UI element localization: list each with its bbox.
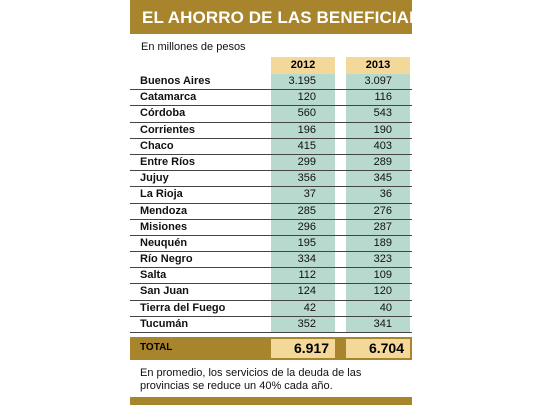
value-2012: 334 — [297, 253, 316, 266]
total-2012: 6.917 — [271, 339, 335, 358]
table-row: Chaco 415 403 — [130, 139, 412, 155]
column-background-2013 — [346, 74, 410, 333]
table-row: Catamarca 120 116 — [130, 90, 412, 107]
value-2013: 289 — [373, 155, 392, 168]
subtitle: En millones de pesos — [141, 41, 246, 53]
value-2013: 345 — [373, 172, 392, 185]
table-row: Salta 112 109 — [130, 268, 412, 285]
table-row: San Juan 124 120 — [130, 284, 412, 301]
value-2012: 415 — [297, 139, 316, 152]
table-row: Corrientes 196 190 — [130, 123, 412, 139]
province-name: Neuquén — [140, 236, 188, 249]
table-row: La Rioja 37 36 — [130, 187, 412, 204]
value-2012: 299 — [297, 155, 316, 168]
total-bar: TOTAL 6.917 6.704 — [130, 337, 412, 360]
province-name: Entre Ríos — [140, 155, 196, 168]
total-label: TOTAL — [140, 342, 173, 353]
table-row: Misiones 296 287 — [130, 220, 412, 236]
province-name: La Rioja — [140, 188, 183, 201]
province-name: Misiones — [140, 220, 188, 233]
value-2013: 40 — [379, 301, 392, 314]
title-banner: EL AHORRO DE LAS BENEFICIADAS — [130, 0, 445, 34]
province-name: Córdoba — [140, 107, 186, 120]
table-row: Buenos Aires 3.195 3.097 — [130, 74, 412, 91]
province-name: Catamarca — [140, 91, 197, 104]
value-2012: 120 — [297, 91, 316, 104]
column-header-2013: 2013 — [346, 57, 410, 74]
province-name: Tierra del Fuego — [140, 301, 226, 314]
value-2013: 109 — [373, 269, 392, 282]
table-row: Jujuy 356 345 — [130, 171, 412, 188]
data-table: Buenos Aires 3.195 3.097 Catamarca 120 116 Cór… — [130, 74, 412, 333]
table-row: Entre Ríos 299 289 — [130, 155, 412, 172]
value-2013: 323 — [373, 253, 392, 266]
province-name: San Juan — [140, 285, 189, 298]
table-row: Neuquén 195 189 — [130, 236, 412, 253]
province-name: Tucumán — [140, 317, 189, 330]
value-2013: 120 — [373, 285, 392, 298]
value-2012: 196 — [297, 123, 316, 136]
column-background-2012 — [271, 74, 335, 333]
value-2013: 276 — [373, 204, 392, 217]
table-row: Tucumán 352 341 — [130, 317, 412, 333]
table-row: Tierra del Fuego 42 40 — [130, 301, 412, 317]
value-2012: 285 — [297, 204, 316, 217]
value-2012: 352 — [297, 317, 316, 330]
province-name: Chaco — [140, 139, 174, 152]
province-name: Salta — [140, 269, 167, 282]
value-2012: 42 — [303, 301, 316, 314]
footnote: En promedio, los servicios de la deuda d… — [140, 367, 362, 392]
value-2013: 287 — [373, 220, 392, 233]
value-2012: 356 — [297, 172, 316, 185]
table-row: Mendoza 285 276 — [130, 204, 412, 220]
infographic-card: EL AHORRO DE LAS BENEFICIADAS En millone… — [130, 0, 445, 405]
value-2013: 189 — [373, 236, 392, 249]
value-2013: 36 — [379, 188, 392, 201]
value-2013: 190 — [373, 123, 392, 136]
value-2012: 112 — [298, 269, 316, 282]
value-2012: 3.195 — [288, 75, 316, 87]
value-2013: 403 — [373, 139, 392, 152]
table-row: Río Negro 334 323 — [130, 252, 412, 269]
province-name: Corrientes — [140, 123, 196, 136]
page-title: EL AHORRO DE LAS BENEFICIADAS — [142, 8, 446, 27]
total-2013: 6.704 — [346, 339, 410, 358]
province-name: Mendoza — [140, 204, 188, 217]
value-2013: 543 — [373, 107, 392, 120]
value-2012: 560 — [297, 107, 316, 120]
value-2012: 195 — [297, 236, 316, 249]
value-2012: 124 — [297, 285, 316, 298]
column-header-2012: 2012 — [271, 57, 335, 74]
province-name: Jujuy — [140, 172, 169, 185]
value-2012: 296 — [297, 220, 316, 233]
bottom-bar — [130, 397, 412, 405]
province-name: Buenos Aires — [140, 75, 211, 87]
value-2013: 3.097 — [364, 75, 392, 87]
province-name: Río Negro — [140, 253, 193, 266]
value-2012: 37 — [303, 188, 316, 201]
value-2013: 341 — [373, 317, 392, 330]
table-row: Córdoba 560 543 — [130, 106, 412, 123]
value-2013: 116 — [374, 91, 392, 104]
